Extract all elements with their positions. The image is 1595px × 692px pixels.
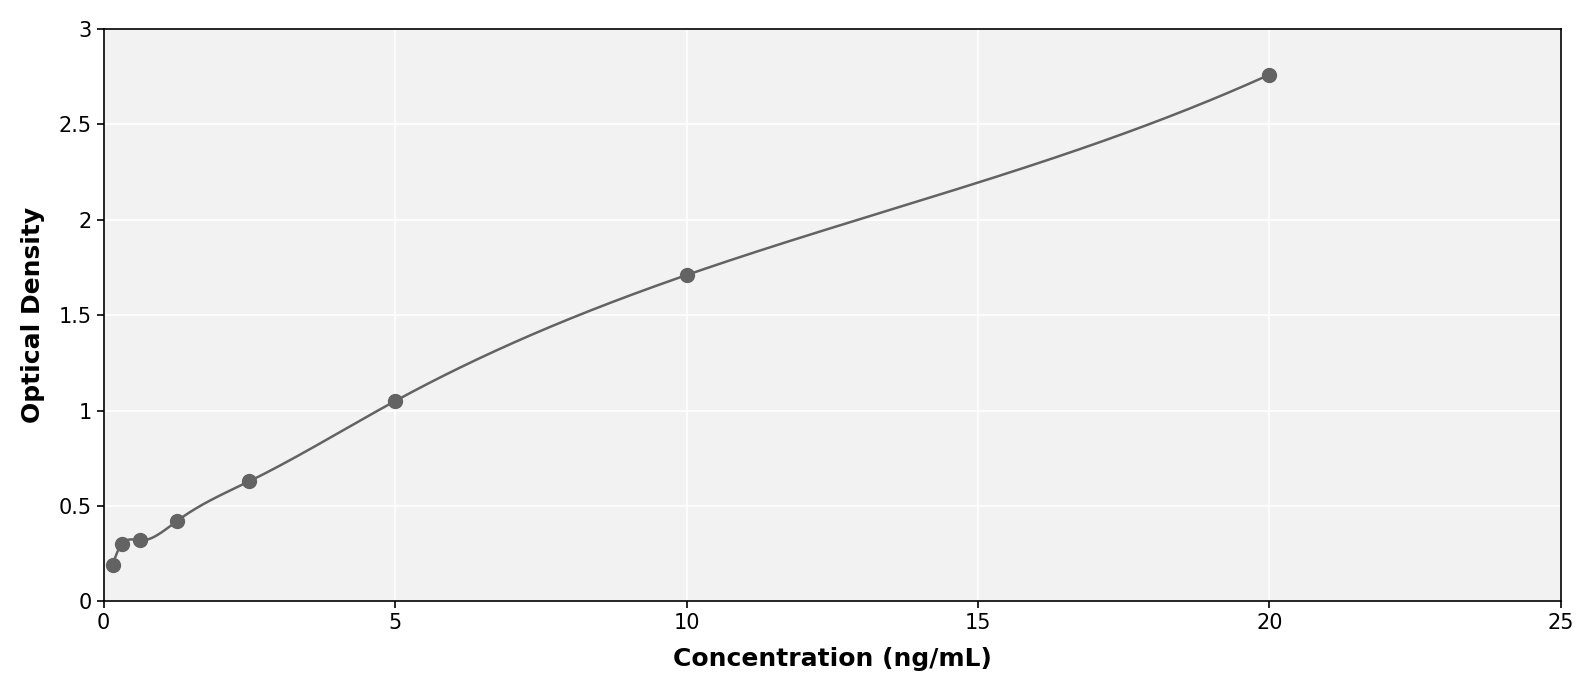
Point	[164, 516, 190, 527]
Point	[100, 560, 126, 571]
Point	[108, 538, 134, 549]
Point	[128, 535, 153, 546]
Point	[1257, 69, 1282, 80]
Point	[673, 269, 699, 280]
Point	[236, 475, 262, 486]
Point	[383, 396, 408, 407]
Y-axis label: Optical Density: Optical Density	[21, 207, 45, 424]
X-axis label: Concentration (ng/mL): Concentration (ng/mL)	[673, 647, 992, 671]
